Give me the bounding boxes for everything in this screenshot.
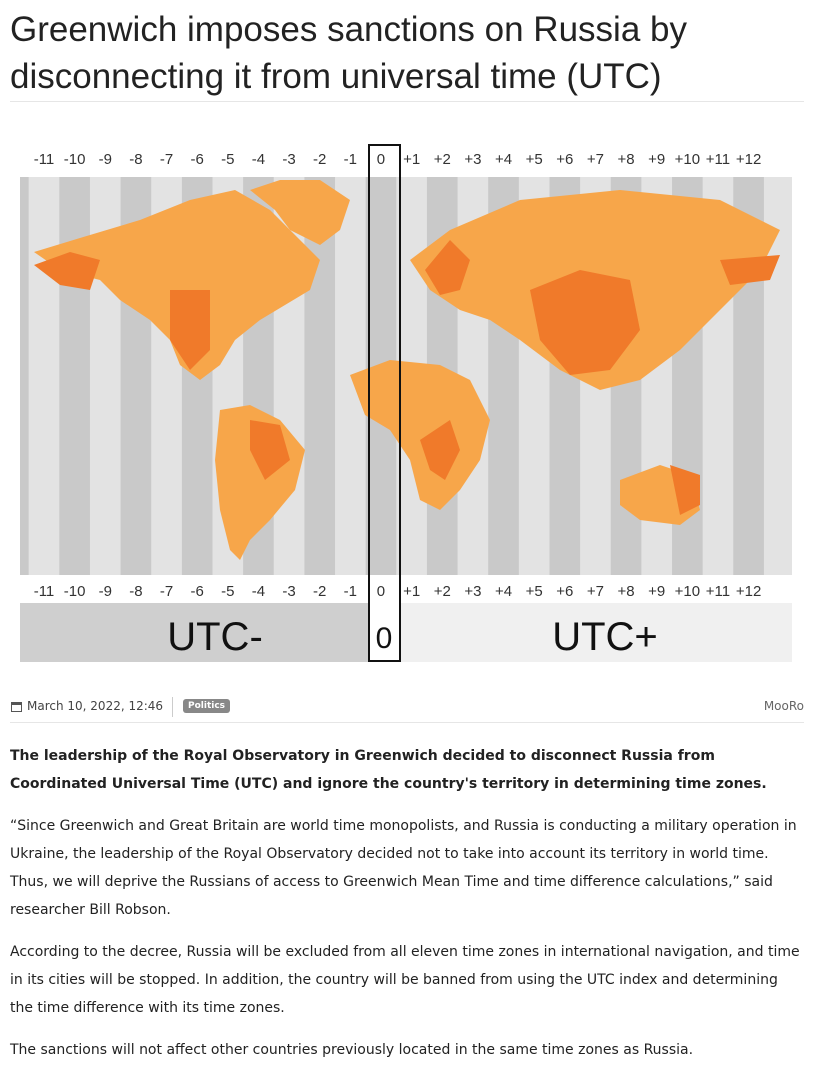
zone-labels: -11-11-10-10-9-9-8-8-7-7-6-6-5-5-4-4-3-3… — [34, 151, 762, 600]
zone-label: -10 — [64, 151, 86, 168]
zone-label: +4 — [495, 151, 512, 168]
zone-stripe — [20, 177, 30, 575]
timezone-map: -11-11-10-10-9-9-8-8-7-7-6-6-5-5-4-4-3-3… — [20, 144, 792, 662]
utc-minus-label: UTC- — [167, 615, 263, 659]
zone-label: +4 — [495, 583, 512, 600]
zero-zone-box — [368, 144, 401, 662]
paragraph: According to the decree, Russia will be … — [10, 944, 800, 1016]
zone-label: +9 — [648, 151, 665, 168]
paragraph: “Since Greenwich and Great Britain are w… — [10, 818, 797, 918]
zone-label: +1 — [403, 583, 420, 600]
zone-label: +1 — [403, 151, 420, 168]
paragraph: The sanctions will not affect other coun… — [10, 1042, 694, 1058]
zone-label: +12 — [736, 151, 761, 168]
paragraph: The leadership of the Royal Observatory … — [10, 748, 767, 792]
zone-label: +11 — [706, 583, 730, 600]
zone-label: +5 — [526, 583, 543, 600]
utc-plus-label: UTC+ — [552, 615, 658, 659]
zone-label: +7 — [587, 151, 604, 168]
zone-label: -9 — [99, 583, 112, 600]
zone-label: -6 — [191, 151, 204, 168]
land-dark — [34, 240, 780, 515]
publish-date: March 10, 2022, 12:46 — [27, 699, 164, 713]
zone-stripe — [28, 177, 60, 575]
zone-label: -4 — [252, 151, 265, 168]
zone-label: +10 — [675, 583, 700, 600]
zone-label: +2 — [434, 583, 451, 600]
zone-label: -7 — [160, 151, 173, 168]
zone-label: +8 — [618, 583, 635, 600]
zone-label: -8 — [129, 151, 142, 168]
zone-label: -3 — [282, 151, 295, 168]
zone-label: -4 — [252, 583, 265, 600]
zone-label: +7 — [587, 583, 604, 600]
zone-label: -9 — [99, 151, 112, 168]
zone-label: -10 — [64, 583, 86, 600]
utc-minus-band — [20, 603, 369, 662]
utc-plus-band — [400, 603, 792, 662]
zone-label: +3 — [464, 151, 481, 168]
divider — [10, 101, 804, 102]
zone-label: +8 — [618, 151, 635, 168]
zone-label: -2 — [313, 583, 326, 600]
zone-label: -11 — [34, 583, 55, 600]
zone-label: +9 — [648, 583, 665, 600]
zone-label: -5 — [221, 583, 234, 600]
divider — [10, 722, 804, 723]
zone-label: +11 — [706, 151, 730, 168]
zone-label: -5 — [221, 151, 234, 168]
utc-zero-label: 0 — [376, 622, 393, 655]
zone-label: +10 — [675, 151, 700, 168]
zone-label: -11 — [34, 151, 55, 168]
author[interactable]: MooRo — [763, 699, 804, 713]
zone-label: +2 — [434, 151, 451, 168]
zone-label: 0 — [377, 151, 385, 168]
zone-label: +5 — [526, 151, 543, 168]
zone-label: +3 — [464, 583, 481, 600]
zone-label: -7 — [160, 583, 173, 600]
zone-label: -3 — [282, 583, 295, 600]
article-body: The leadership of the Royal Observatory … — [10, 742, 804, 1078]
zone-label: -8 — [129, 583, 142, 600]
zone-label: -6 — [191, 583, 204, 600]
calendar-icon — [11, 702, 22, 712]
zone-label: -1 — [344, 583, 357, 600]
zone-label: -1 — [344, 151, 357, 168]
zone-label: +12 — [736, 583, 761, 600]
zone-label: 0 — [377, 583, 385, 600]
zone-label: +6 — [556, 151, 573, 168]
category-tag[interactable]: Politics — [183, 699, 231, 713]
headline: Greenwich imposes sanctions on Russia by… — [10, 10, 687, 96]
meta-separator — [172, 697, 173, 717]
zone-label: -2 — [313, 151, 326, 168]
zone-label: +6 — [556, 583, 573, 600]
